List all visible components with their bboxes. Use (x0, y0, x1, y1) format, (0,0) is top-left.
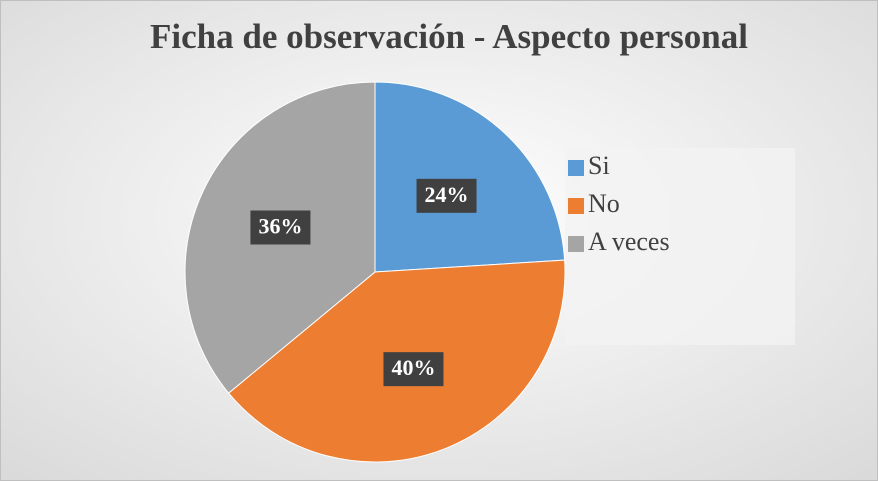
legend-swatch (568, 236, 584, 252)
legend-label: Si (588, 151, 610, 180)
legend-box (565, 148, 795, 345)
legend-label: No (588, 189, 620, 218)
data-label: 40% (391, 355, 435, 380)
legend-swatch (568, 160, 584, 176)
pie-slice (374, 81, 566, 273)
legend-label: A veces (588, 227, 670, 256)
data-label: 36% (258, 214, 302, 239)
data-label-box (416, 178, 477, 213)
chart-title: Ficha de observación - Aspecto personal (150, 17, 748, 56)
data-label-box (250, 210, 311, 245)
data-label: 24% (425, 182, 469, 207)
data-label-box (383, 352, 444, 387)
legend-swatch (568, 198, 584, 214)
